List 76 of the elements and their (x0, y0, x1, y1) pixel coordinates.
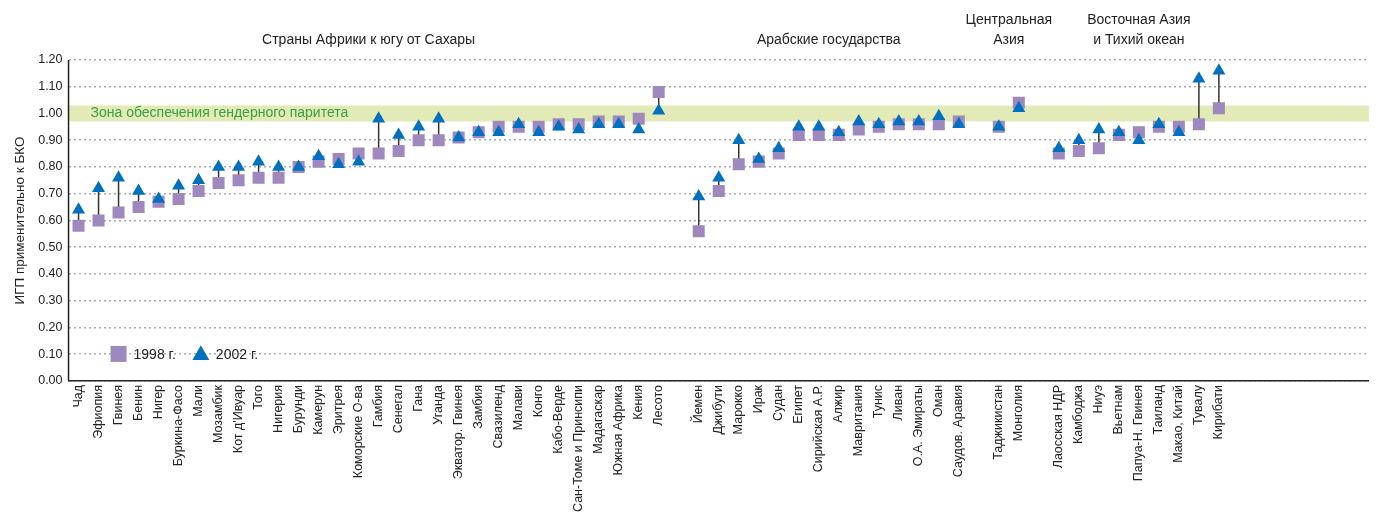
y-tick-label: 0.70 (38, 186, 63, 201)
x-tick-label: Мавритания (851, 384, 866, 457)
x-tick-label: Таджикистан (991, 384, 1006, 460)
legend-label: 2002 г. (215, 345, 259, 362)
x-tick-label: Малави (511, 384, 526, 431)
y-tick-label: 0.50 (38, 239, 63, 254)
x-tick-label: Джибути (711, 384, 726, 435)
x-tick-label: Уганда (431, 384, 446, 425)
band-label: Зона обеспечения гендерного паритета (90, 104, 349, 121)
x-tick-label: Южная Африка (611, 384, 626, 476)
text: Центральная Азия (965, 11, 1053, 47)
x-tick-label: Вьетнам (1111, 384, 1126, 435)
y-tick-label: 0.40 (38, 266, 63, 281)
x-tick-label: Эритрея (331, 384, 346, 435)
y-tick-label: 0.00 (38, 373, 63, 388)
x-tick-label: Нигерия (271, 384, 286, 433)
x-tick-label: Йемен (690, 384, 706, 424)
x-tick-label: О.А. Эмираты (911, 384, 926, 467)
x-tick-label: Чад (70, 384, 85, 408)
x-tick-label: Ирак (751, 384, 766, 414)
x-tick-label: Оман (931, 384, 946, 418)
x-tick-label: Макао, Китай (1171, 384, 1186, 463)
x-tick-label: Того (251, 384, 266, 410)
y-tick-label: 1.20 (38, 52, 63, 67)
x-tick-label: Ниуэ (1091, 384, 1106, 414)
x-tick-label: Сенегал (391, 384, 406, 434)
x-tick-label: Гвинея (111, 384, 125, 426)
x-tick-label: Кабо-Верде (551, 384, 566, 454)
x-tick-label: Судан (771, 384, 786, 421)
text: Страны Африки к югу от Сахары (262, 31, 476, 47)
x-tick-label: Конго (531, 384, 546, 418)
x-tick-label: Алжир (831, 384, 846, 423)
x-tick-label: Мали (191, 384, 206, 417)
x-tick-label: Бенин (131, 384, 145, 421)
x-tick-label: Лесото (651, 384, 666, 426)
y-tick-label: 0.60 (38, 212, 63, 227)
x-tick-label: Камбоджа (1071, 384, 1086, 445)
x-tick-label: Нигер (151, 384, 166, 420)
x-tick-label: Таиланд (1151, 384, 1166, 435)
x-tick-label: Бурунди (291, 384, 306, 434)
x-tick-label: Лаосская НДР (1051, 384, 1066, 469)
x-tick-label: Папуа-Н. Гвинея (1131, 384, 1146, 482)
x-tick-label: Кения (631, 384, 646, 420)
x-tick-label: Монголия (1011, 384, 1026, 442)
y-tick-label: 0.30 (38, 293, 63, 308)
x-tick-label: Кирибати (1211, 384, 1226, 440)
x-tick-label: Тувалу (1191, 384, 1206, 426)
y-tick-label: 0.10 (38, 346, 63, 361)
x-tick-label: Тунис (871, 384, 886, 419)
x-tick-label: Марокко (731, 384, 746, 435)
x-tick-label: Экватор. Гвинея (451, 384, 466, 480)
x-tick-label: Камерун (311, 384, 326, 435)
x-tick-label: Ливан (891, 384, 906, 421)
x-tick-label: Египет (791, 384, 806, 424)
x-tick-label: Сирийская А.Р. (811, 384, 826, 473)
x-tick-label: Замбия (471, 384, 486, 429)
x-tick-label: Мадагаскар (591, 384, 606, 454)
y-tick-label: 0.90 (38, 132, 63, 147)
text: Восточная Азия и Тихий океан (1087, 11, 1191, 47)
legend-label: 1998 г. (133, 345, 176, 362)
x-tick-label: Сан-Томе и Принсипи (571, 384, 586, 512)
x-tick-label: Эфиопия (90, 384, 105, 439)
y-tick-label: 0.20 (38, 319, 63, 334)
y-tick-label: 0.80 (38, 159, 63, 174)
x-tick-label: Свазиленд (491, 384, 506, 449)
y-axis-title: ИГП применительно к БКО (11, 136, 27, 305)
y-tick-label: 1.10 (38, 79, 63, 94)
x-tick-label: Саудов. Аравия (951, 384, 966, 478)
x-tick-label: Коморские О-ва (351, 384, 366, 479)
text: Арабские государства (756, 31, 901, 47)
x-tick-label: Кот д'Ивуар (231, 384, 246, 454)
x-tick-label: Мозамбик (211, 384, 226, 444)
x-tick-label: Гана (411, 384, 426, 412)
y-tick-label: 1.00 (38, 105, 63, 120)
x-tick-label: Буркина-Фасо (171, 384, 186, 467)
x-tick-label: Гамбия (371, 384, 386, 428)
